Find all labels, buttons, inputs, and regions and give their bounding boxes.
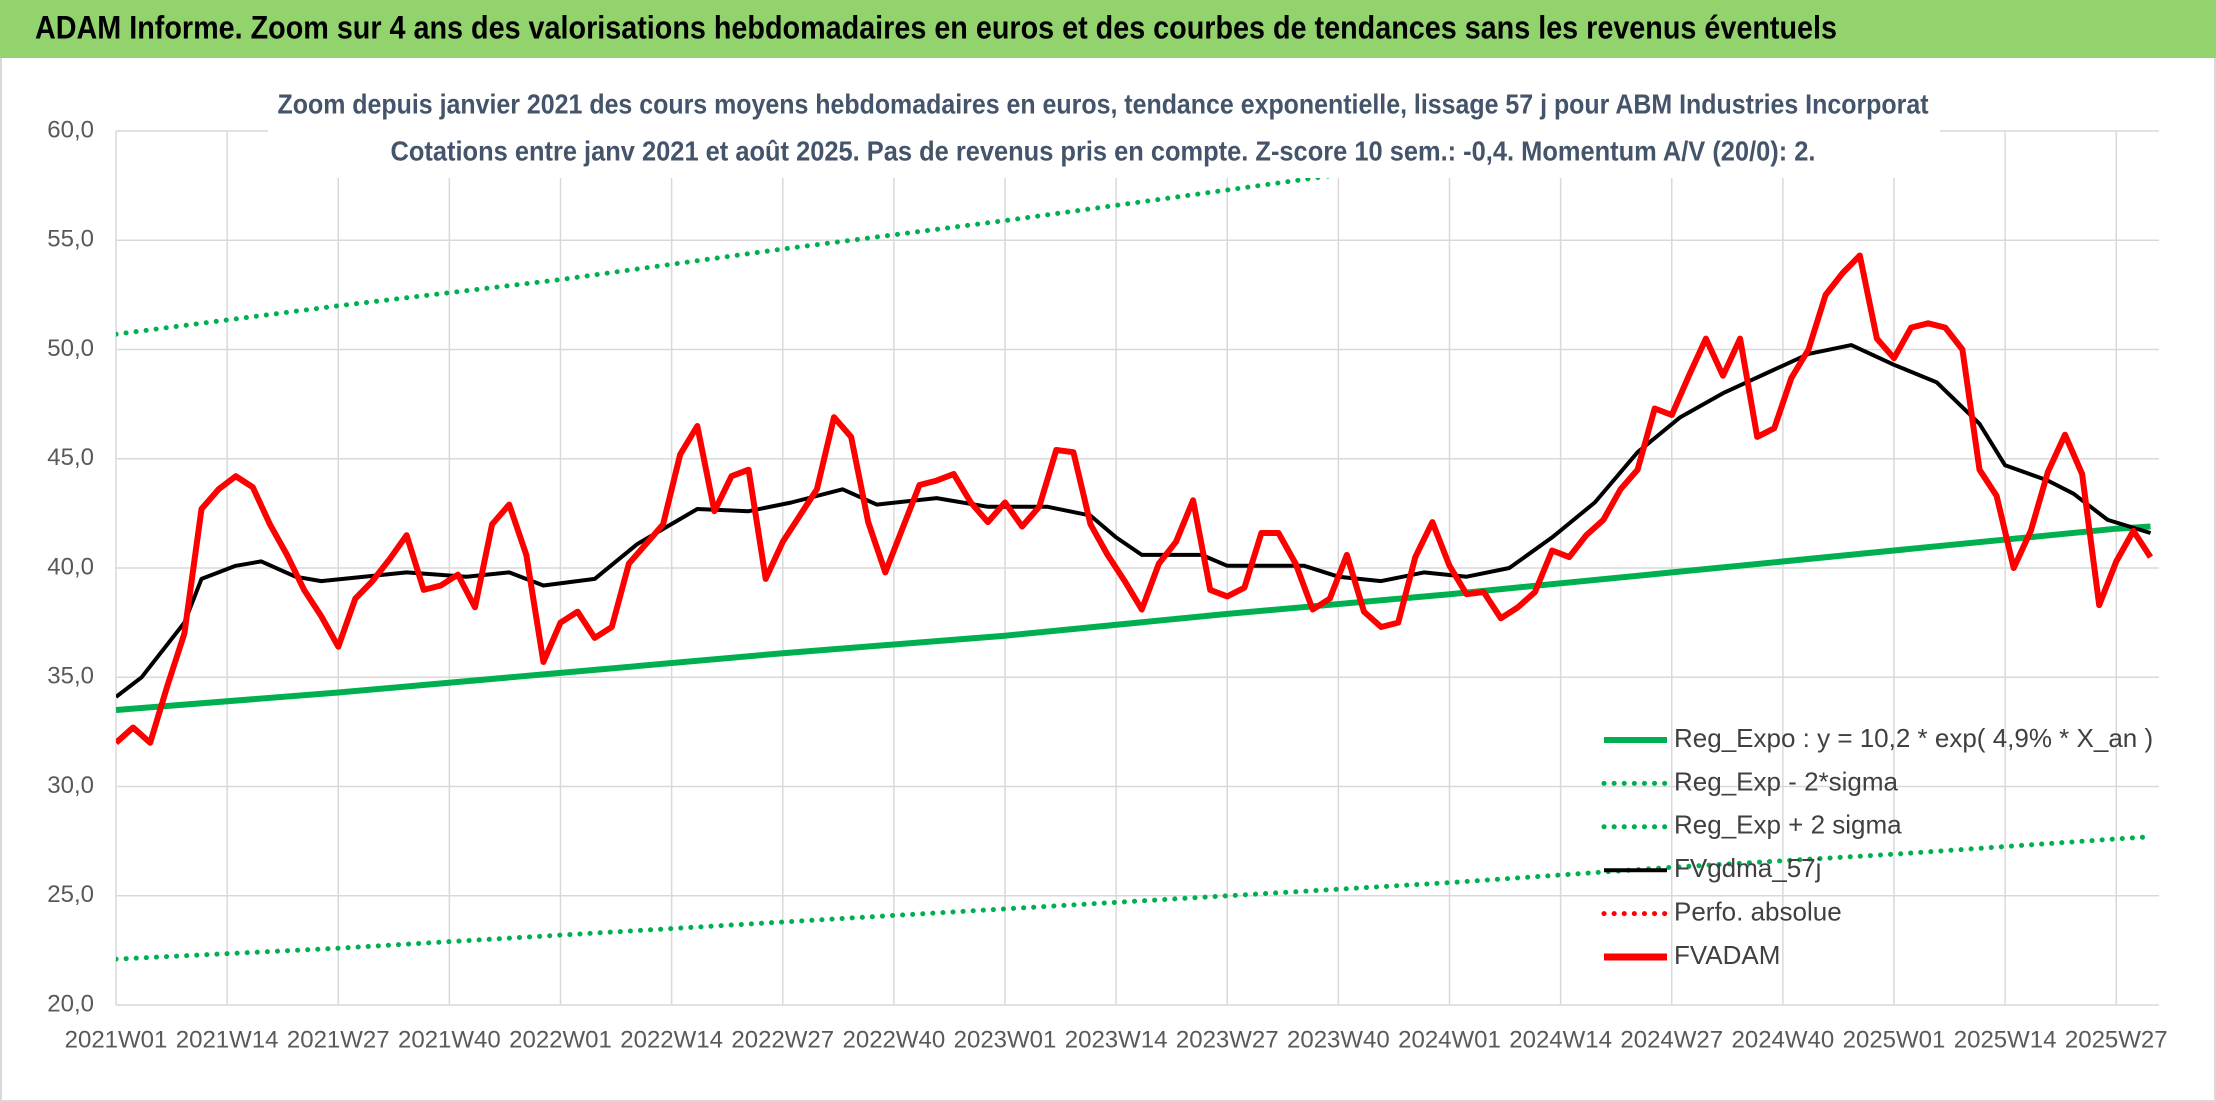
x-tick-label: 2021W14 bbox=[176, 1026, 279, 1053]
x-tick-label: 2023W14 bbox=[1065, 1026, 1168, 1053]
y-tick-label: 50,0 bbox=[47, 335, 94, 362]
x-tick-label: 2021W27 bbox=[287, 1026, 390, 1053]
x-tick-label: 2023W27 bbox=[1176, 1026, 1279, 1053]
series-line bbox=[116, 343, 2152, 699]
legend-label: Perfo. absolue bbox=[1674, 896, 1842, 926]
x-tick-label: 2025W01 bbox=[1843, 1026, 1946, 1053]
x-tick-label: 2024W01 bbox=[1398, 1026, 1501, 1053]
x-tick-label: 2022W14 bbox=[620, 1026, 723, 1053]
x-tick-label: 2022W27 bbox=[731, 1026, 834, 1053]
legend: Reg_Expo : y = 10,2 * exp( 4,9% * X_an )… bbox=[1601, 723, 2153, 970]
legend-label: Reg_Exp - 2*sigma bbox=[1674, 766, 1899, 796]
series-line bbox=[116, 834, 2153, 962]
chart-title: Zoom depuis janvier 2021 des cours moyen… bbox=[278, 88, 1929, 119]
x-tick-label: 2021W40 bbox=[398, 1026, 501, 1053]
y-tick-label: 35,0 bbox=[47, 663, 94, 690]
plot-lines bbox=[116, 131, 2154, 962]
series-line bbox=[116, 252, 2154, 746]
series-line bbox=[116, 131, 1660, 337]
y-tick-label: 60,0 bbox=[47, 116, 94, 143]
legend-label: FVgdma_57j bbox=[1674, 853, 1821, 883]
x-tick-label: 2021W01 bbox=[65, 1026, 168, 1053]
y-tick-label: 55,0 bbox=[47, 226, 94, 253]
title-box bbox=[268, 80, 1940, 178]
y-tick-label: 45,0 bbox=[47, 444, 94, 471]
chart-subtitle: Cotations entre janv 2021 et août 2025. … bbox=[391, 135, 1816, 166]
x-tick-label: 2025W27 bbox=[2065, 1026, 2168, 1053]
series-line bbox=[116, 523, 2151, 713]
x-tick-label: 2022W40 bbox=[843, 1026, 946, 1053]
legend-label: Reg_Exp + 2 sigma bbox=[1674, 810, 1902, 840]
x-tick-label: 2024W27 bbox=[1620, 1026, 1723, 1053]
x-tick-label: 2023W40 bbox=[1287, 1026, 1390, 1053]
x-tick-label: 2023W01 bbox=[954, 1026, 1057, 1053]
x-tick-label: 2025W14 bbox=[1954, 1026, 2057, 1053]
legend-label: Reg_Expo : y = 10,2 * exp( 4,9% * X_an ) bbox=[1674, 723, 2153, 753]
x-tick-label: 2022W01 bbox=[509, 1026, 612, 1053]
x-tick-label: 2024W40 bbox=[1732, 1026, 1835, 1053]
header-bar bbox=[0, 0, 2216, 58]
header-title: ADAM Informe. Zoom sur 4 ans des valoris… bbox=[35, 9, 1837, 45]
y-tick-label: 40,0 bbox=[47, 553, 94, 580]
x-tick-label: 2024W14 bbox=[1509, 1026, 1612, 1053]
legend-label: FVADAM bbox=[1674, 940, 1780, 970]
y-tick-label: 30,0 bbox=[47, 772, 94, 799]
axes: 20,0 25,0 30,0 35,0 40,0 45,0 50,0 55,0 60,0 2021… bbox=[47, 116, 2167, 1053]
y-tick-label: 25,0 bbox=[47, 881, 94, 908]
y-tick-label: 20,0 bbox=[47, 990, 94, 1017]
